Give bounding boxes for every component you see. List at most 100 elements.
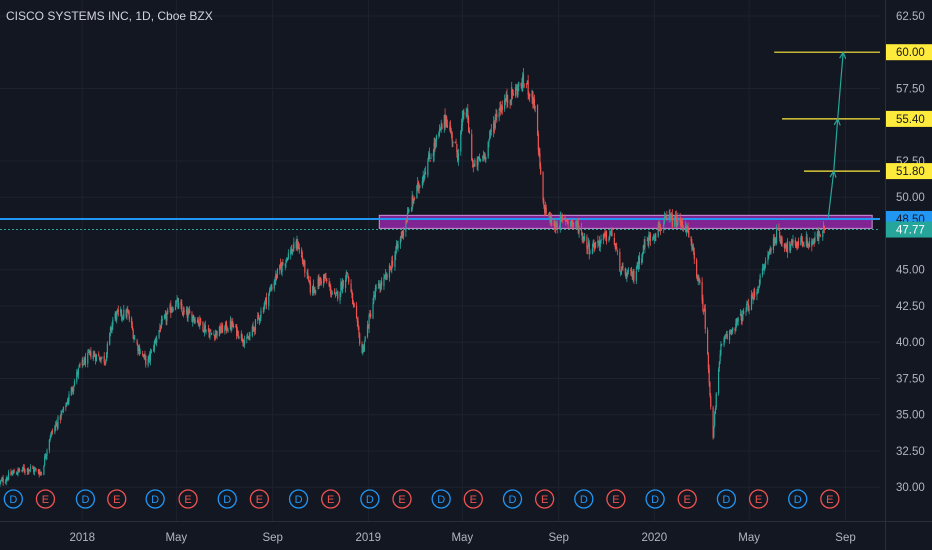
candle-up [134, 338, 136, 340]
earnings-marker[interactable]: E [392, 489, 412, 509]
earnings-marker[interactable]: E [249, 489, 270, 509]
candle-down [468, 130, 470, 134]
earnings-marker[interactable]: E [35, 489, 56, 509]
candle-up [133, 337, 135, 339]
candle-down [669, 214, 671, 217]
candle-down [76, 372, 79, 375]
candle-down [581, 232, 583, 241]
candle-down [200, 318, 202, 323]
candle-up [421, 181, 423, 186]
earnings-marker[interactable]: E [321, 489, 341, 509]
candle-down [131, 325, 134, 330]
candle-up [772, 237, 775, 250]
candle-down [659, 226, 662, 230]
dividend-marker[interactable]: D [360, 489, 380, 509]
event-marker-circle [360, 489, 380, 509]
candle-up [269, 288, 271, 290]
earnings-marker[interactable]: E [677, 489, 697, 509]
candle-down [181, 311, 184, 315]
candle-down [734, 328, 736, 330]
candle-up [109, 332, 111, 345]
candle-up [408, 210, 410, 212]
candle-up [87, 351, 90, 353]
event-marker-circle [145, 489, 165, 509]
event-marker-circle [217, 489, 237, 509]
dividend-marker[interactable]: D [288, 489, 309, 509]
event-marker-circle [392, 489, 412, 509]
candle-down [188, 310, 190, 312]
candle-down [801, 240, 804, 246]
earnings-marker[interactable]: E [463, 489, 483, 509]
candle-down [149, 354, 151, 360]
candle-down [562, 216, 564, 218]
candle-up [620, 269, 623, 275]
candle-up [653, 237, 655, 239]
candle-down [271, 287, 273, 290]
candle-up [422, 176, 424, 183]
candle-down [297, 241, 299, 248]
earnings-marker[interactable]: E [748, 489, 769, 509]
candle-down [232, 321, 234, 328]
candle-up [764, 264, 766, 268]
dividend-marker[interactable]: D [145, 489, 165, 509]
dividend-marker[interactable]: D [645, 489, 665, 509]
candle-up [642, 245, 644, 254]
dividend-marker[interactable]: D [574, 489, 594, 509]
candle-down [567, 221, 569, 224]
candle-up [674, 215, 677, 221]
earnings-marker[interactable]: E [606, 489, 626, 509]
candle-down [586, 236, 588, 249]
candle-up [92, 355, 94, 360]
dividend-marker[interactable]: D [75, 489, 96, 509]
candle-down [290, 248, 293, 254]
candle-down [230, 321, 232, 329]
candle-down [795, 243, 797, 246]
candle-up [336, 292, 338, 294]
candle-up [160, 319, 163, 329]
candle-down [802, 244, 804, 246]
candle-down [84, 356, 87, 365]
candle-down [520, 83, 522, 87]
event-marker-circle [463, 489, 483, 509]
candle-down [708, 368, 710, 383]
dividend-marker[interactable]: D [788, 489, 808, 509]
candle-up [589, 252, 591, 254]
dividend-marker[interactable]: D [431, 489, 451, 509]
candle-down [500, 106, 502, 113]
earnings-marker[interactable]: E [534, 489, 555, 509]
earnings-marker[interactable]: E [820, 489, 840, 509]
candle-down [197, 319, 199, 324]
candle-up [380, 282, 382, 290]
candle-down [434, 141, 436, 146]
candle-up [62, 411, 64, 412]
candle-up [8, 472, 10, 480]
candle-up [479, 159, 481, 162]
dividend-marker[interactable]: D [502, 489, 523, 509]
candle-up [112, 319, 114, 326]
candle-up [199, 318, 201, 325]
dividend-marker[interactable]: D [3, 489, 23, 509]
earnings-marker[interactable]: E [107, 489, 127, 509]
candle-up [373, 295, 375, 303]
dividend-marker[interactable]: D [217, 489, 237, 509]
candle-up [66, 402, 68, 407]
dividend-marker[interactable]: D [716, 489, 737, 509]
level-lines-layer [0, 51, 880, 231]
time-axis[interactable]: 2018 May Sep 2019 May Sep 2020 May Sep [69, 532, 855, 544]
candle-up [218, 326, 221, 337]
candle-up [105, 360, 107, 364]
event-marker-letter: D [437, 494, 445, 506]
earnings-marker[interactable]: E [178, 489, 198, 509]
candle-down [696, 276, 699, 281]
candle-up [489, 131, 492, 133]
event-marker-circle [178, 489, 198, 509]
candle-down [671, 214, 673, 227]
candle-down [451, 132, 453, 142]
candle-up [243, 340, 246, 345]
candle-up [224, 326, 226, 332]
candle-up [67, 400, 69, 403]
candle-up [737, 317, 739, 322]
candle-up [719, 354, 721, 362]
